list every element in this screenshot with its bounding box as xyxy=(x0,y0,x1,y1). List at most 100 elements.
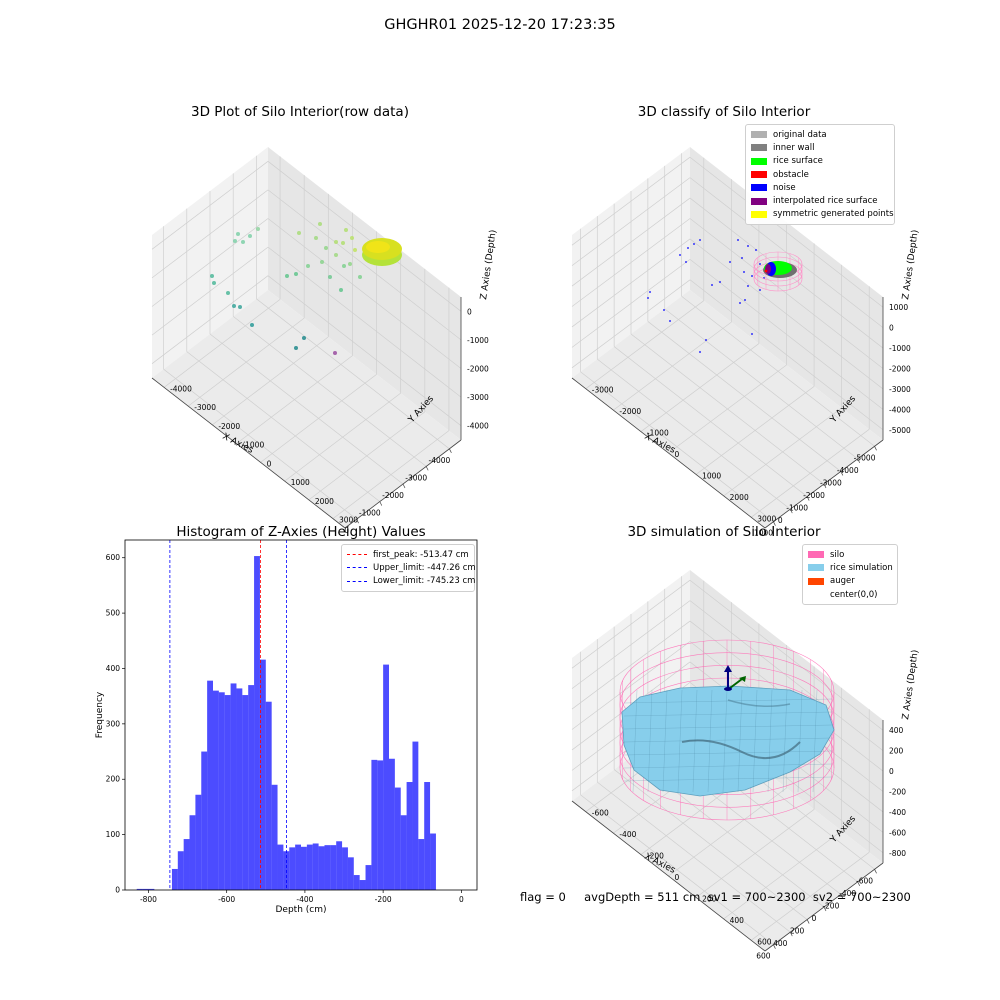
histogram-bar xyxy=(377,760,384,890)
noise-point xyxy=(693,243,695,245)
histogram-bar xyxy=(359,880,366,890)
raw-3d-axes: -4000-3000-2000-10000-4000-3000-2000-100… xyxy=(151,147,499,535)
raw-point xyxy=(344,228,348,232)
rice-mesh xyxy=(662,689,668,793)
classify-legend: original data inner wall rice surface ob… xyxy=(745,124,895,226)
gridline xyxy=(267,218,462,369)
histogram-bar xyxy=(148,888,155,890)
x-tick xyxy=(840,471,844,476)
noise-point xyxy=(679,254,681,256)
gridline xyxy=(571,259,691,348)
x-tick xyxy=(356,519,359,524)
x-tick-label: -3000 xyxy=(820,478,842,487)
legend-item-noise: noise xyxy=(751,181,889,194)
y-tick-label: 200 xyxy=(702,894,717,903)
z-tick-label: -800 xyxy=(889,849,906,858)
histogram-bar xyxy=(418,839,425,890)
gridline xyxy=(186,351,381,502)
noise-point xyxy=(739,302,741,304)
raw-point xyxy=(232,304,236,308)
legend-item-obstacle: obstacle xyxy=(751,168,889,181)
legend-item-symmetric-generated-points: symmetric generated points xyxy=(751,208,894,221)
noise-point xyxy=(751,333,753,335)
y-axis-line xyxy=(571,800,766,952)
raw-point xyxy=(226,291,230,295)
noise-point xyxy=(737,239,739,241)
raw-point xyxy=(210,274,214,278)
rice-mesh xyxy=(623,763,833,769)
y-axis-line xyxy=(571,377,766,529)
histogram-bar xyxy=(201,751,208,890)
z-tick-label: -600 xyxy=(889,828,906,837)
x-tick-label: -4000 xyxy=(429,456,451,465)
histogram-bar xyxy=(312,843,319,890)
z-tick-label: 0 xyxy=(889,324,894,333)
legend-item-first-peak: first_peak: -513.47 cm xyxy=(347,548,469,561)
raw-point xyxy=(236,232,240,236)
legend-item-silo: silo xyxy=(808,548,892,561)
gridline xyxy=(613,321,732,411)
raw-point xyxy=(353,248,357,252)
gridline xyxy=(187,317,305,407)
gridline xyxy=(695,386,815,475)
raw-point xyxy=(212,281,216,285)
y-tick-label: 0 xyxy=(267,459,272,468)
histogram-bar xyxy=(394,787,401,890)
histogram-bar xyxy=(224,695,231,890)
y-tick-label: -4000 xyxy=(170,384,192,393)
z-tick-label: 0 xyxy=(467,307,472,316)
x-tick xyxy=(806,496,810,501)
gridline xyxy=(585,300,704,389)
histogram-bar xyxy=(230,683,237,890)
noise-point xyxy=(699,351,701,353)
plot-frame xyxy=(124,539,478,891)
x-tick xyxy=(857,881,861,887)
legend-swatch xyxy=(751,171,767,179)
raw-point xyxy=(306,264,310,268)
raw-point xyxy=(297,231,301,235)
y-tick-label: 400 xyxy=(730,916,745,925)
x-tick-label: 600 xyxy=(756,952,771,961)
gridline xyxy=(256,298,450,450)
raw-point xyxy=(256,227,260,231)
y-tick-label: -2000 xyxy=(218,422,240,431)
x-tick-label: -600 xyxy=(856,876,873,885)
z-tick-label: -2000 xyxy=(467,365,489,374)
histogram-bar xyxy=(295,844,301,890)
raw-point xyxy=(328,275,332,279)
gridline xyxy=(284,392,401,482)
noise-point xyxy=(747,285,749,287)
status-footer: flag = 0 avgDepth = 511 cm sv1 = 700~230… xyxy=(520,890,911,904)
y-tick-label: 400 xyxy=(106,664,121,673)
gridline xyxy=(689,600,884,751)
gridline xyxy=(212,336,329,426)
surface-trough xyxy=(681,739,801,759)
z-tick-label: 1000 xyxy=(889,303,908,312)
histogram-bar xyxy=(412,741,419,890)
gridline xyxy=(640,343,760,432)
legend-swatch xyxy=(808,577,824,585)
y-tick-label: -3000 xyxy=(194,403,216,412)
rice-mesh xyxy=(623,750,833,756)
raw-point xyxy=(334,240,338,244)
histogram-bar xyxy=(265,701,272,890)
y-tick-label: -1000 xyxy=(647,429,669,438)
rice-mesh xyxy=(797,689,803,793)
legend-item-interpolated-rice-surface: interpolated rice surface xyxy=(751,194,889,207)
x-axis-label: Depth (cm) xyxy=(275,905,326,915)
histogram-bar xyxy=(365,865,372,890)
histogram-axes: -800 -600 -400 -200 0 0 100 200 300 400 500 600 Dept… xyxy=(95,539,478,915)
rice-mesh xyxy=(737,689,743,793)
gridline xyxy=(689,579,884,731)
auger-arrowhead xyxy=(739,676,746,682)
raw-point xyxy=(302,336,306,340)
legend-swatch xyxy=(808,564,824,572)
histogram-bar xyxy=(353,875,360,890)
histogram-bar xyxy=(177,851,184,890)
histogram-bar xyxy=(336,841,343,890)
noise-point xyxy=(647,297,649,299)
gridline xyxy=(151,275,269,364)
noise-point xyxy=(751,275,753,277)
y-axis-label: Frequency xyxy=(95,691,105,738)
histogram-title: Histogram of Z-Axies (Height) Values xyxy=(176,524,426,540)
